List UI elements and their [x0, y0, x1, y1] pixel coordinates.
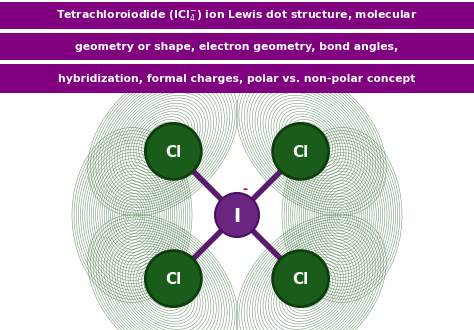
Text: Tetrachloroiodide (ICl$_4^{-}$) ion Lewis dot structure, molecular: Tetrachloroiodide (ICl$_4^{-}$) ion Lewi…	[56, 8, 418, 23]
Circle shape	[215, 193, 259, 237]
Circle shape	[146, 251, 201, 307]
Text: -: -	[242, 182, 247, 195]
Text: I: I	[233, 207, 241, 225]
Text: hybridization, formal charges, polar vs. non-polar concept: hybridization, formal charges, polar vs.…	[58, 74, 416, 83]
Text: Cl: Cl	[165, 145, 182, 160]
Text: Cl: Cl	[292, 272, 309, 287]
Text: Cl: Cl	[165, 272, 182, 287]
Text: geometry or shape, electron geometry, bond angles,: geometry or shape, electron geometry, bo…	[75, 42, 399, 51]
Bar	[0, 33, 474, 60]
Bar	[0, 64, 474, 93]
Text: Cl: Cl	[292, 145, 309, 160]
Circle shape	[146, 123, 201, 180]
Circle shape	[273, 251, 328, 307]
Circle shape	[273, 123, 328, 180]
Bar	[0, 2, 474, 29]
